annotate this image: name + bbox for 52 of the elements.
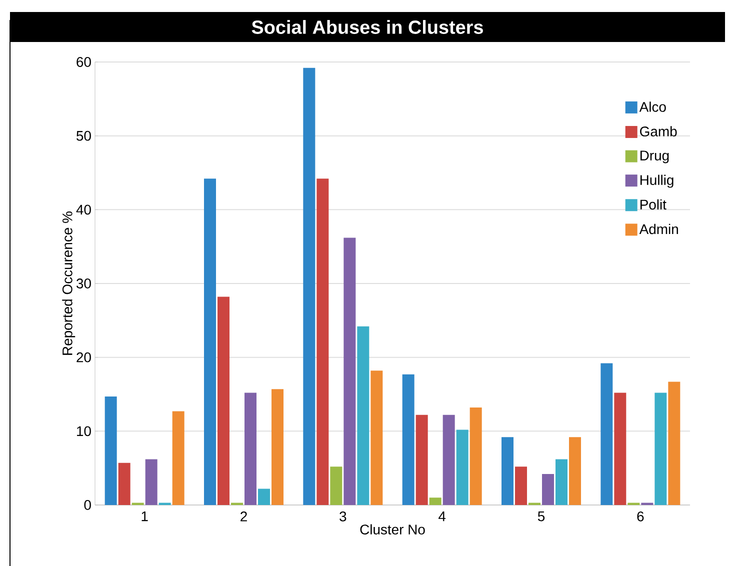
- legend-label: Drug: [640, 150, 669, 164]
- x-tick-label: 2: [240, 512, 247, 522]
- bar: [614, 392, 626, 505]
- bar: [668, 382, 680, 505]
- legend-label: Admin: [639, 224, 678, 234]
- y-tick-label: 50: [76, 130, 91, 141]
- bar: [145, 459, 158, 505]
- y-tick-label: 0: [84, 500, 91, 510]
- bar: [600, 363, 613, 505]
- x-tick-label: 1: [142, 512, 148, 522]
- bar: [542, 474, 554, 505]
- y-tick-label: 20: [76, 352, 91, 362]
- bar: [470, 408, 482, 505]
- bar: [244, 392, 256, 505]
- legend-label: Alco: [639, 102, 666, 112]
- x-tick-label: 4: [438, 512, 446, 522]
- bar: [344, 238, 356, 505]
- y-tick-label: 60: [76, 57, 91, 67]
- legend-label: Polit: [640, 199, 666, 210]
- chart-title: Social Abuses in Clusters: [252, 20, 483, 34]
- bar: [104, 396, 117, 505]
- bar: [515, 466, 528, 505]
- legend-label: Hullig: [640, 174, 674, 188]
- y-tick-label: 30: [76, 278, 91, 288]
- bar: [442, 414, 455, 505]
- bar: [502, 437, 514, 505]
- x-tick-label: 5: [538, 512, 545, 522]
- bar: [402, 374, 414, 505]
- x-tick-label: 6: [637, 512, 644, 522]
- bar: [370, 370, 383, 505]
- bar: [357, 326, 370, 505]
- y-tick-label: 10: [77, 426, 91, 436]
- bar: [654, 392, 667, 505]
- bar: [556, 459, 568, 505]
- x-tick-label: 3: [340, 512, 346, 522]
- bar: [316, 178, 329, 505]
- bar: [416, 414, 428, 505]
- bar: [569, 437, 582, 505]
- y-axis-title: Reported Occurence %: [62, 212, 76, 355]
- bar: [118, 462, 130, 505]
- bar: [272, 389, 284, 505]
- bar: [204, 178, 216, 505]
- legend-label: Gamb: [640, 126, 677, 136]
- bar: [456, 430, 468, 505]
- bar: [172, 411, 184, 505]
- bar: [303, 68, 316, 505]
- bar: [218, 296, 230, 505]
- bar: [258, 488, 270, 505]
- y-tick-label: 40: [76, 204, 91, 215]
- x-axis-title: Cluster No: [360, 524, 425, 534]
- bar: [330, 466, 342, 505]
- bar: [429, 498, 442, 505]
